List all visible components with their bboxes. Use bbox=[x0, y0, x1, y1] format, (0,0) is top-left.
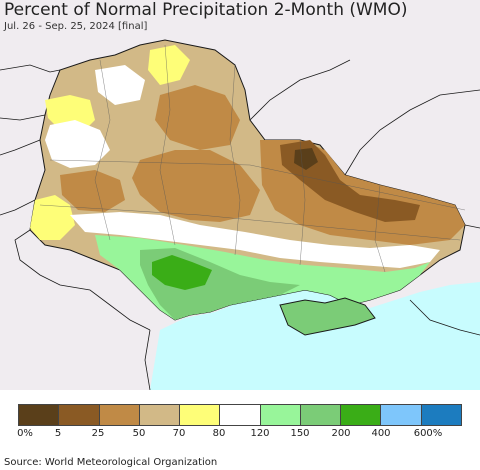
date-range-subtitle: Jul. 26 - Sep. 25, 2024 [final] bbox=[4, 21, 148, 32]
legend-label: 5 bbox=[54, 428, 62, 439]
zone-white-band bbox=[70, 212, 440, 268]
legend-label: 200 bbox=[331, 428, 351, 439]
black-sea bbox=[150, 282, 480, 390]
zone-white-west bbox=[45, 120, 110, 168]
zone-white-northwest bbox=[95, 65, 145, 105]
zone-verydark-patch bbox=[294, 148, 318, 170]
zone-yellow-north bbox=[148, 45, 190, 85]
source-credit: Source: World Meteorological Organizatio… bbox=[4, 457, 218, 468]
legend-swatch-3 bbox=[139, 405, 181, 425]
legend-label: 120 bbox=[250, 428, 270, 439]
legend-swatch-8 bbox=[341, 405, 382, 425]
legend-swatch-0 bbox=[19, 405, 60, 425]
legend-label: 80 bbox=[212, 428, 226, 439]
legend-label: 25 bbox=[91, 428, 105, 439]
precipitation-map bbox=[0, 0, 480, 390]
legend-label: 0% bbox=[17, 428, 33, 439]
legend-swatch-1 bbox=[59, 405, 100, 425]
legend-label: 50 bbox=[132, 428, 146, 439]
zone-brown-west bbox=[60, 170, 125, 212]
legend-label: 600% bbox=[413, 428, 443, 439]
borders bbox=[0, 59, 480, 390]
legend-swatch-7 bbox=[300, 405, 342, 425]
legend-swatch-4 bbox=[180, 405, 221, 425]
crimea bbox=[279, 297, 376, 336]
legend-swatch-5 bbox=[220, 405, 261, 425]
legend-swatch-6 bbox=[260, 405, 301, 425]
legend-labels: 0% 5 25 50 70 80 120 150 200 400 600% bbox=[0, 428, 480, 442]
legend-label: 400 bbox=[371, 428, 391, 439]
legend-swatch-2 bbox=[99, 405, 140, 425]
legend-swatch-10 bbox=[421, 405, 461, 425]
legend-label: 150 bbox=[290, 428, 310, 439]
legend-swatch-9 bbox=[381, 405, 422, 425]
page-title: Percent of Normal Precipitation 2-Month … bbox=[4, 0, 408, 20]
color-legend bbox=[18, 404, 462, 426]
legend-label: 70 bbox=[172, 428, 186, 439]
oblast-lines bbox=[39, 44, 466, 273]
map-canvas bbox=[0, 39, 480, 390]
zone-darkgreen-odesa bbox=[152, 255, 212, 290]
zone-brown-central bbox=[132, 150, 260, 222]
zone-brown-north bbox=[155, 85, 240, 150]
